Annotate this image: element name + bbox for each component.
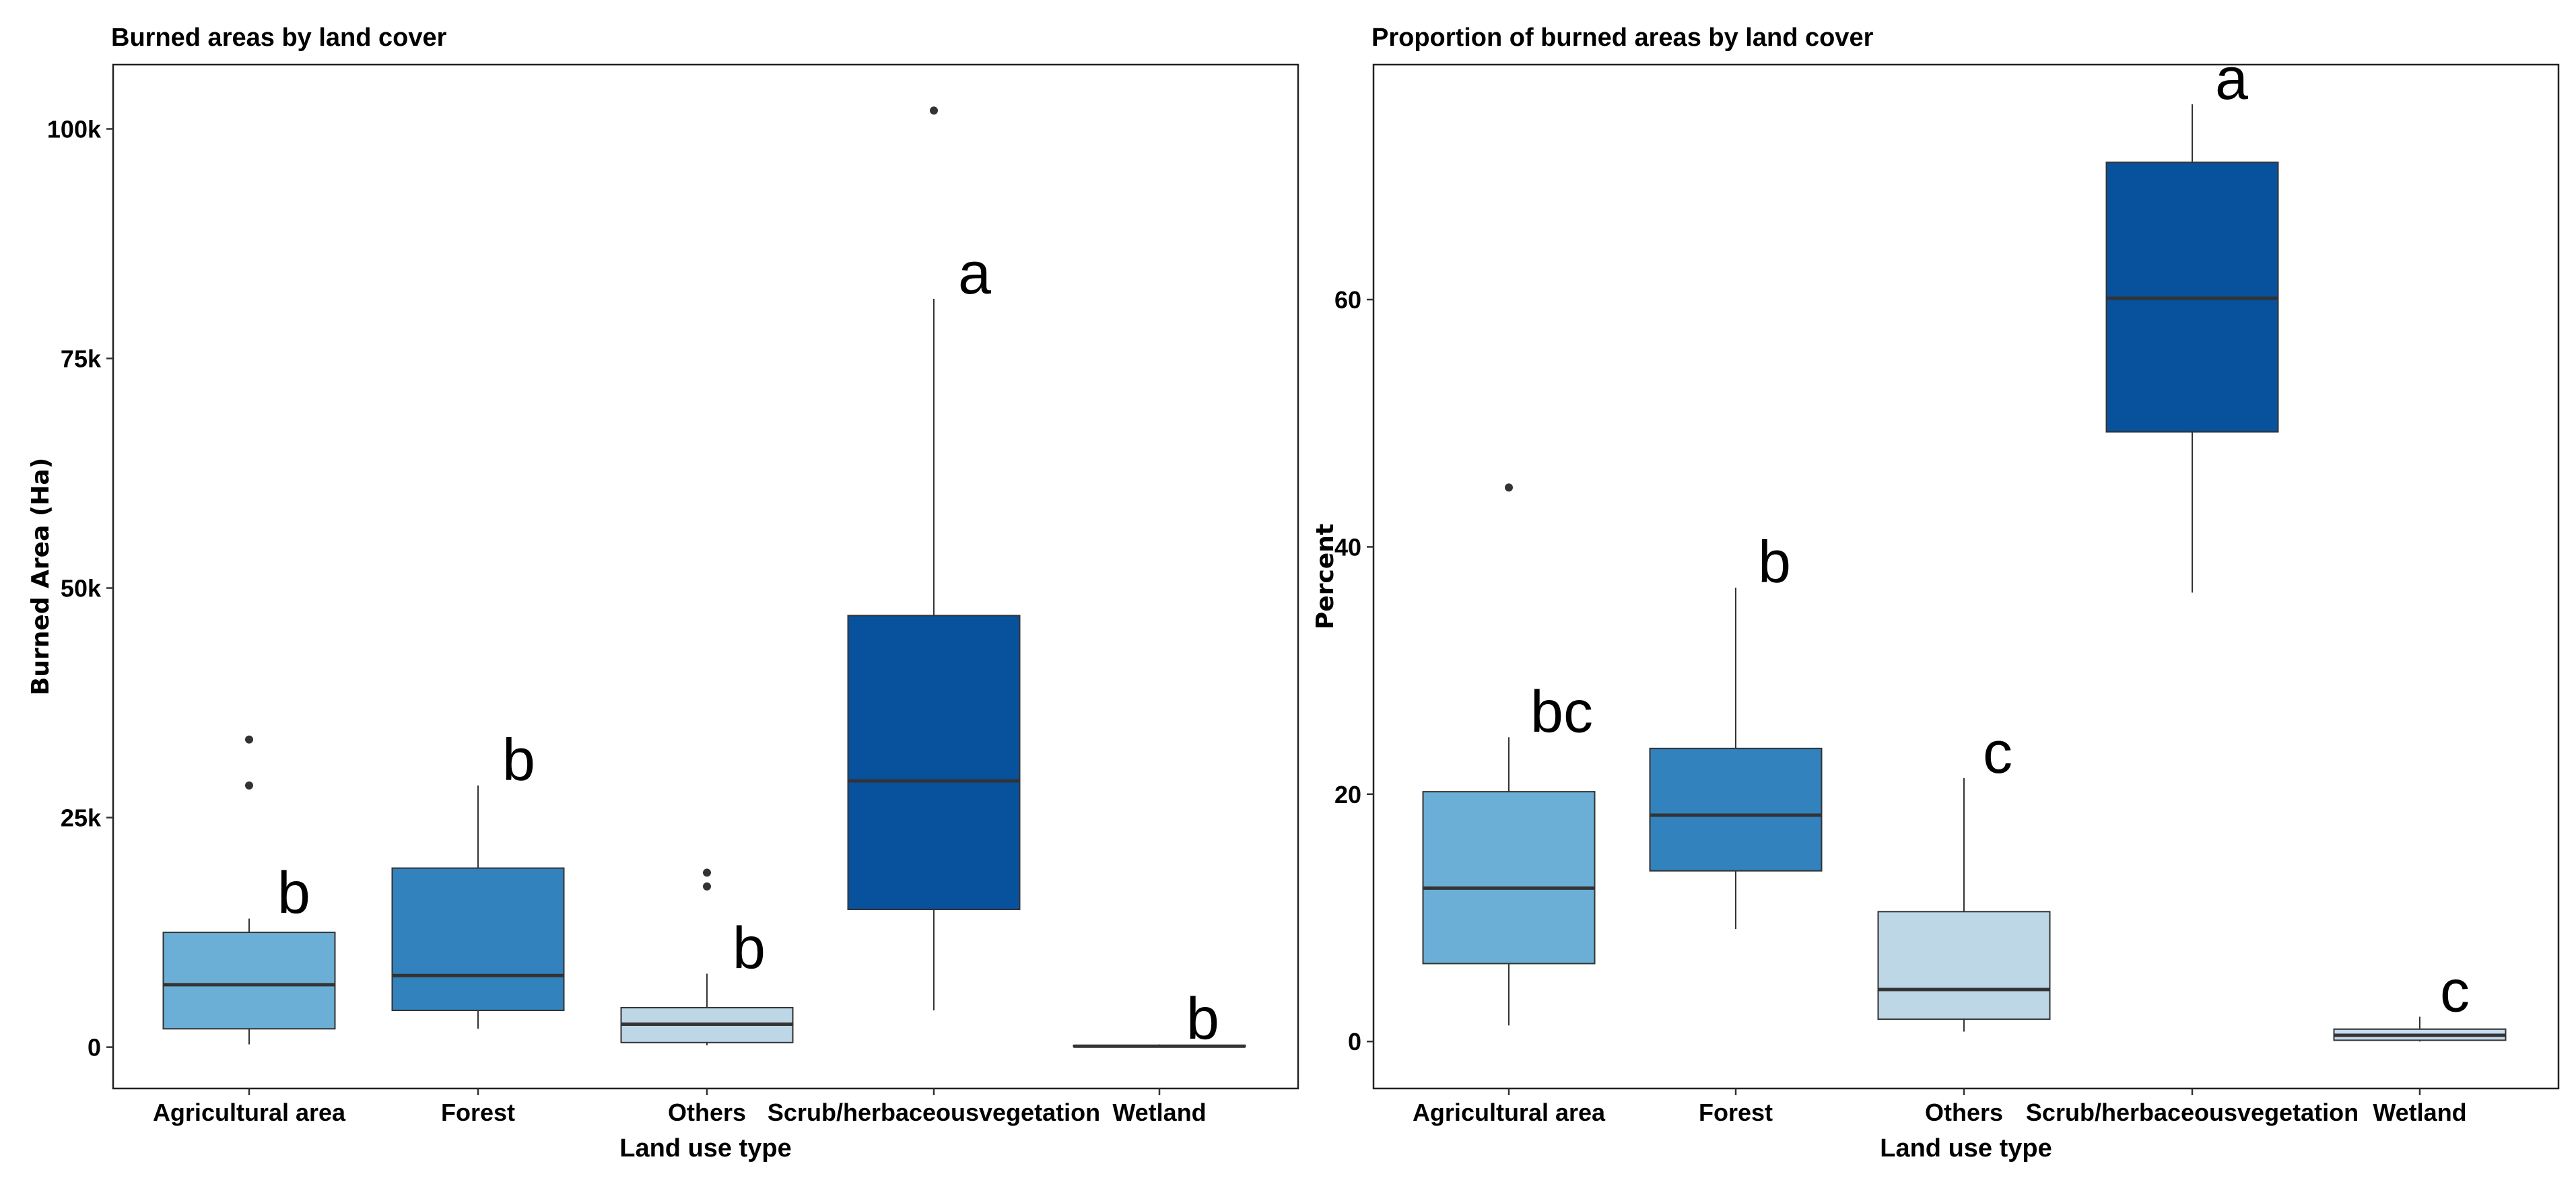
y-tick-label: 60 xyxy=(1334,286,1361,314)
chart-title: Burned areas by land cover xyxy=(111,24,447,52)
x-axis-label: Land use type xyxy=(1880,1134,2052,1163)
box-wetland: Wetland c xyxy=(2333,957,2507,1126)
y-tick-label: 20 xyxy=(1334,781,1361,808)
box-scrub-herbaceousvegetation: Scrub/herbaceousvegetation a xyxy=(768,106,1100,1126)
x-axis-label: Land use type xyxy=(619,1134,792,1163)
significance-letter: c xyxy=(1983,719,2012,786)
y-axis-label: Percent xyxy=(1312,524,1339,629)
y-tick-label: 25k xyxy=(61,804,102,832)
x-tick-label: Wetland xyxy=(2373,1099,2466,1126)
iqr-box xyxy=(1877,911,2051,1020)
significance-letter: b xyxy=(277,860,310,926)
box-forest: Forest b xyxy=(391,726,565,1126)
panel-1: Burned areas by land cover 0 25k 50k 75k 100k… xyxy=(27,24,1299,1163)
x-tick-label: Forest xyxy=(441,1099,515,1126)
box-others: Others c xyxy=(1877,719,2051,1126)
chart-title: Proportion of burned areas by land cover xyxy=(1371,24,1874,52)
panel-2: Proportion of burned areas by land cover… xyxy=(1312,24,2560,1163)
significance-letter: a xyxy=(958,240,991,306)
x-tick-label: Wetland xyxy=(1112,1099,1206,1126)
outlier-point xyxy=(1505,483,1513,492)
x-tick-label: Others xyxy=(668,1099,746,1126)
plot-border xyxy=(112,63,1299,1090)
significance-letter: c xyxy=(2440,957,2470,1024)
y-tick-label: 75k xyxy=(61,345,102,373)
y-tick-label: 40 xyxy=(1334,533,1361,561)
significance-letter: b xyxy=(733,914,766,981)
iqr-box xyxy=(391,867,565,1012)
iqr-box xyxy=(847,615,1021,910)
iqr-box xyxy=(1422,791,1596,965)
x-tick-label: Scrub/herbaceousvegetation xyxy=(768,1099,1100,1126)
x-tick-label: Agricultural area xyxy=(153,1099,346,1126)
x-tick-label: Scrub/herbaceousvegetation xyxy=(2026,1099,2359,1126)
outlier-point xyxy=(930,106,938,115)
y-tick-label: 0 xyxy=(88,1034,101,1062)
x-tick-label: Forest xyxy=(1699,1099,1773,1126)
box-scrub-herbaceousvegetation: Scrub/herbaceousvegetation a xyxy=(2026,45,2359,1126)
x-tick-label: Agricultural area xyxy=(1413,1099,1606,1126)
iqr-box xyxy=(1649,747,1823,872)
significance-letter: b xyxy=(1186,985,1219,1052)
y-tick-label: 100k xyxy=(47,115,102,143)
outlier-point xyxy=(703,882,711,891)
significance-letter: bc xyxy=(1530,678,1593,744)
significance-letter: b xyxy=(1758,528,1791,595)
box-agricultural-area: Agricultural area b xyxy=(153,735,346,1126)
box-agricultural-area: Agricultural area bc xyxy=(1413,483,1606,1126)
box-forest: Forest b xyxy=(1649,528,1823,1126)
iqr-box xyxy=(162,932,336,1030)
y-axis-label: Burned Area (Ha) xyxy=(27,458,55,695)
outlier-point xyxy=(703,868,711,877)
y-tick-label: 50k xyxy=(61,575,102,602)
plot-border xyxy=(1372,63,2560,1090)
outlier-point xyxy=(245,781,253,790)
significance-letter: a xyxy=(2215,45,2248,112)
x-tick-label: Others xyxy=(1925,1099,2003,1126)
outlier-point xyxy=(245,735,253,744)
box-wetland: Wetland b xyxy=(1073,985,1246,1126)
significance-letter: b xyxy=(502,726,535,793)
box-others: Others b xyxy=(620,868,794,1126)
y-tick-label: 0 xyxy=(1348,1028,1361,1055)
